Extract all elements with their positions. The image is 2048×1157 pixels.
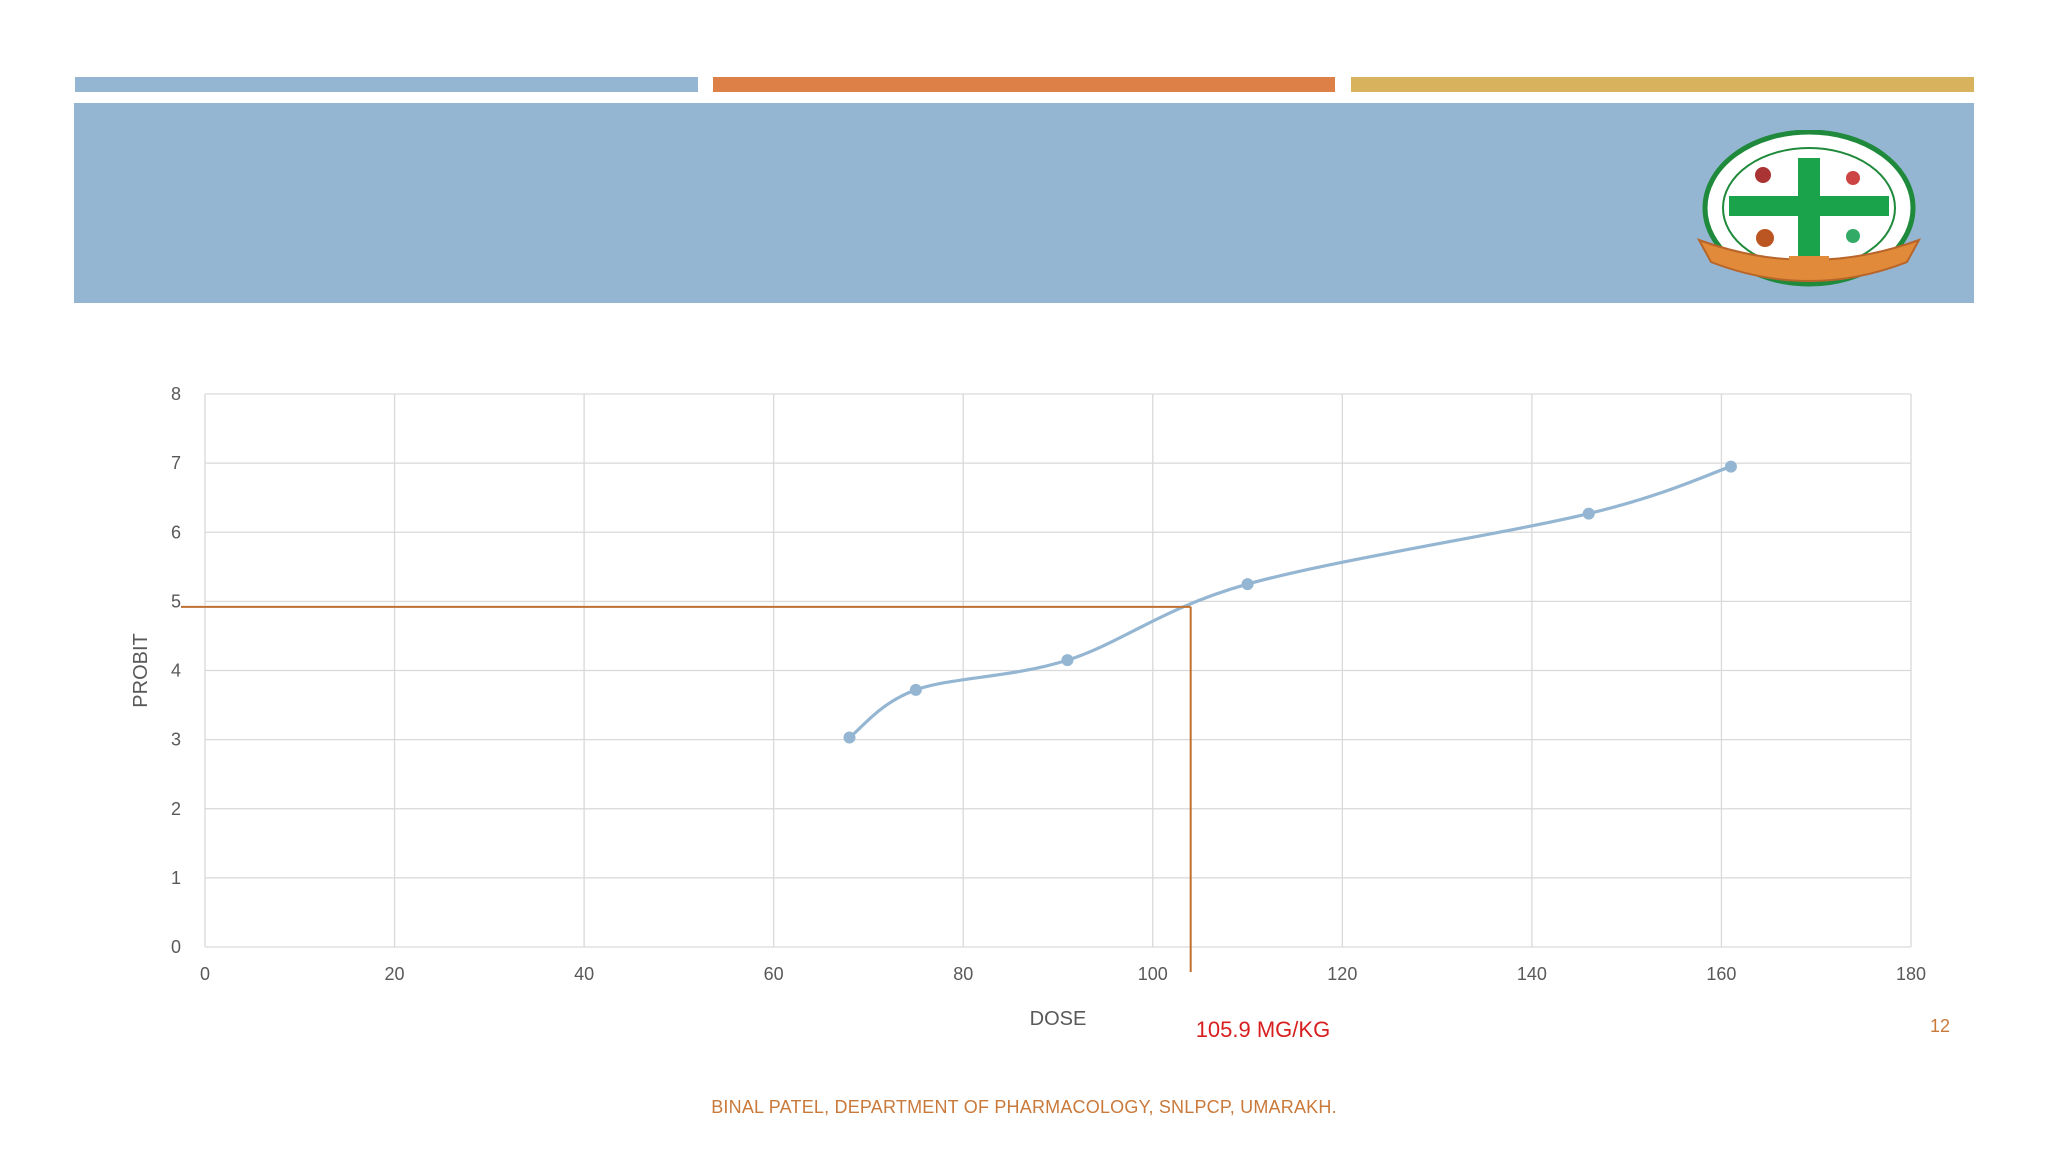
data-point bbox=[1061, 654, 1074, 667]
y-tick-label: 5 bbox=[171, 591, 181, 611]
x-tick-label: 160 bbox=[1706, 964, 1736, 984]
accent-bar-blue bbox=[75, 77, 698, 92]
x-tick-label: 140 bbox=[1517, 964, 1547, 984]
data-point bbox=[1724, 460, 1737, 473]
page-number: 12 bbox=[1929, 1016, 1950, 1036]
data-point bbox=[1582, 507, 1595, 520]
y-tick-label: 2 bbox=[171, 799, 181, 819]
college-logo-icon bbox=[1693, 129, 1925, 290]
accent-bar-gold bbox=[1351, 77, 1974, 92]
y-tick-label: 4 bbox=[171, 661, 181, 681]
ld50-dose-label: 105.9 MG/KG bbox=[1196, 1017, 1331, 1042]
y-axis-title: PROBIT bbox=[130, 633, 152, 707]
data-point bbox=[909, 683, 922, 696]
y-tick-label: 6 bbox=[171, 522, 181, 542]
data-point bbox=[1241, 578, 1254, 591]
y-tick-label: 0 bbox=[171, 937, 181, 957]
x-tick-label: 120 bbox=[1327, 964, 1357, 984]
y-tick-label: 7 bbox=[171, 453, 181, 473]
footer-credit: BINAL PATEL, DEPARTMENT OF PHARMACOLOGY,… bbox=[711, 1097, 1337, 1117]
data-point bbox=[843, 731, 856, 744]
accent-bar-orange bbox=[713, 77, 1335, 92]
x-tick-label: 0 bbox=[200, 964, 210, 984]
x-tick-label: 100 bbox=[1138, 964, 1168, 984]
y-tick-label: 8 bbox=[171, 384, 181, 404]
x-tick-label: 60 bbox=[764, 964, 784, 984]
x-tick-label: 180 bbox=[1896, 964, 1926, 984]
series-line bbox=[848, 465, 1732, 739]
y-tick-label: 1 bbox=[171, 868, 181, 888]
x-tick-label: 80 bbox=[953, 964, 973, 984]
x-tick-label: 20 bbox=[385, 964, 405, 984]
x-tick-label: 40 bbox=[574, 964, 594, 984]
x-axis-title: DOSE bbox=[1030, 1008, 1087, 1030]
y-tick-label: 3 bbox=[171, 730, 181, 750]
header-band bbox=[74, 103, 1974, 303]
